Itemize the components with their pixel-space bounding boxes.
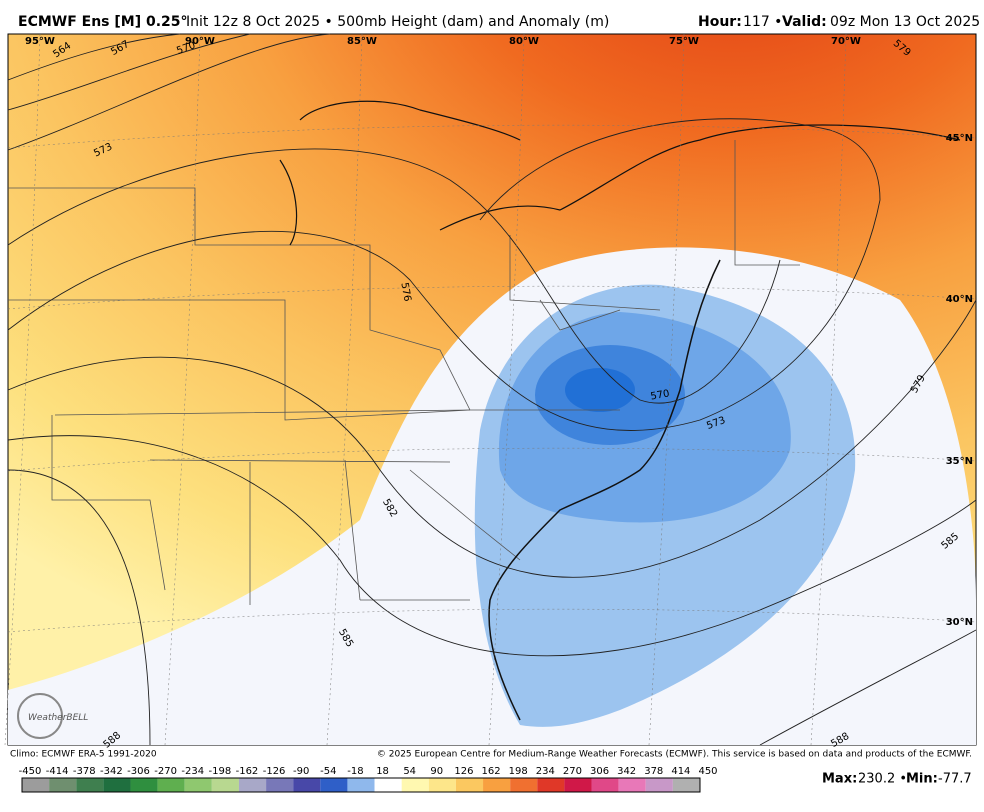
colorbar-tick: -342 (100, 766, 123, 777)
colorbar-tick: 306 (590, 766, 609, 777)
colorbar-tick: -198 (208, 766, 231, 777)
colorbar-tick: 234 (536, 766, 555, 777)
colorbar-segment (347, 778, 375, 792)
colorbar-tick: 270 (563, 766, 582, 777)
colorbar-tick: -378 (73, 766, 96, 777)
colorbar-tick: -162 (236, 766, 259, 777)
colorbar-segment (428, 778, 456, 792)
colorbar-segment (455, 778, 484, 792)
min-label: Min: (906, 772, 938, 787)
lon-label: 80°W (509, 36, 539, 47)
lat-label: 35°N (946, 456, 973, 467)
colorbar-segment (374, 778, 402, 792)
colorbar-segment (76, 778, 104, 792)
colorbar-tick: -450 (19, 766, 42, 777)
parallel (7, 608, 977, 633)
coastline (279, 100, 961, 246)
colorbar-tick: 126 (454, 766, 473, 777)
colorbar-segment (320, 778, 348, 792)
hour-label: Hour: (698, 14, 742, 30)
colorbar-tick: 414 (671, 766, 690, 777)
parallel (7, 447, 977, 472)
parallel (7, 285, 977, 310)
copyright: © 2025 European Centre for Medium-Range … (377, 750, 972, 760)
colorbar-segment (510, 778, 538, 792)
colorbar-segment (130, 778, 158, 792)
colorbar-tick: -18 (347, 766, 363, 777)
logo-icon (17, 693, 63, 739)
lon-label: 85°W (347, 36, 377, 47)
colorbar-segment (184, 778, 212, 792)
hour-value: 117 • (743, 14, 782, 30)
coastline (488, 259, 721, 721)
colorbar-tick: -234 (181, 766, 204, 777)
colorbar-segment (157, 778, 185, 792)
anomaly-zone (565, 368, 635, 412)
climo-note: Climo: ECMWF ERA-5 1991-2020 (10, 750, 157, 760)
colorbar-tick: 162 (481, 766, 500, 777)
colorbar-tick: 342 (617, 766, 636, 777)
colorbar-tick: 198 (509, 766, 528, 777)
colorbar-tick: 54 (403, 766, 416, 777)
colorbar-segment (49, 778, 77, 792)
lon-label: 95°W (25, 36, 55, 47)
contour-label: 576 (398, 282, 412, 303)
colorbar-segment (564, 778, 592, 792)
colorbar-segment (211, 778, 239, 792)
colorbar-tick: -270 (154, 766, 177, 777)
parallel (7, 124, 977, 149)
valid-value: 09z Mon 13 Oct 2025 (830, 14, 980, 30)
subtitle: Init 12z 8 Oct 2025 • 500mb Height (dam)… (186, 14, 609, 30)
lat-label: 45°N (946, 133, 973, 144)
logo: WeatherBELL (28, 713, 88, 723)
colorbar-segment (591, 778, 619, 792)
colorbar-segment (672, 778, 700, 792)
colorbar-segment (266, 778, 294, 792)
colorbar-tick: -54 (320, 766, 336, 777)
colorbar-segment (483, 778, 511, 792)
lon-label: 90°W (185, 36, 215, 47)
contour-label: 570 (650, 388, 671, 402)
colorbar-tick: 18 (376, 766, 389, 777)
lat-label: 40°N (946, 294, 973, 305)
lon-label: 70°W (831, 36, 861, 47)
title: ECMWF Ens [M] 0.25° (18, 14, 188, 30)
colorbar-tick: -126 (263, 766, 286, 777)
colorbar-frame (21, 777, 701, 793)
colorbar-tick: -414 (46, 766, 69, 777)
colorbar-segment (103, 778, 131, 792)
colorbar-segment (22, 778, 50, 792)
colorbar-tick: -90 (293, 766, 309, 777)
lon-label: 75°W (669, 36, 699, 47)
lat-label: 30°N (946, 617, 973, 628)
max-value: 230.2 • (858, 772, 907, 787)
min-value: -77.7 (938, 772, 972, 787)
colorbar-segment (645, 778, 673, 792)
colorbar-segment (537, 778, 565, 792)
valid-label: Valid: (782, 14, 827, 30)
colorbar-tick: 90 (430, 766, 443, 777)
colorbar-segment (293, 778, 321, 792)
colorbar-tick: 378 (644, 766, 663, 777)
colorbar-segment (238, 778, 267, 792)
colorbar-segment (401, 778, 429, 792)
max-label: Max: (822, 772, 857, 787)
boundaries (8, 140, 800, 605)
colorbar-tick: 450 (698, 766, 717, 777)
colorbar-tick: -306 (127, 766, 150, 777)
colorbar-segment (618, 778, 646, 792)
